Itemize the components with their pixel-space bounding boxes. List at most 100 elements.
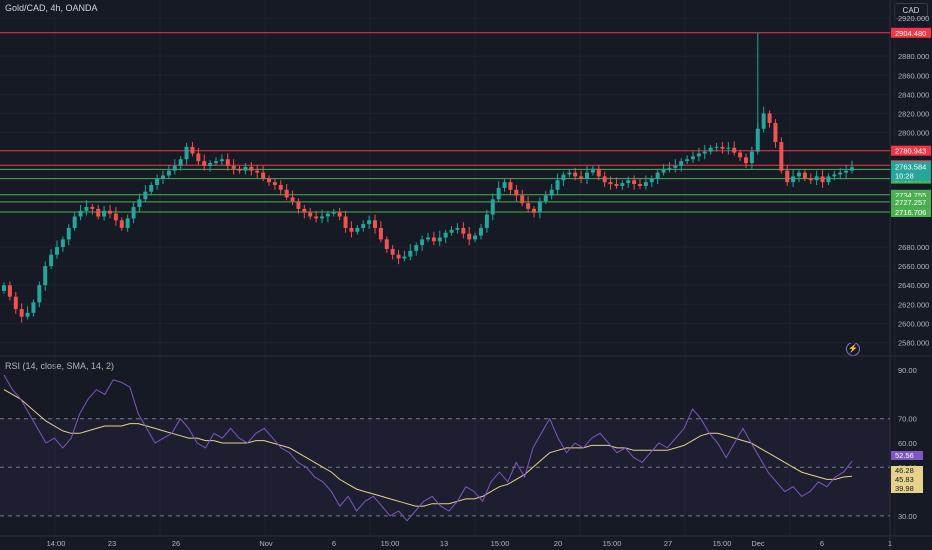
candle-body — [720, 146, 725, 149]
candle-body — [308, 212, 313, 217]
candle-body — [72, 216, 77, 228]
candle-body — [744, 157, 748, 164]
candle-body — [66, 227, 71, 240]
candle-body — [479, 227, 483, 236]
rsi-indicator-title[interactable]: RSI (14, close, SMA, 14, 2) — [5, 361, 115, 371]
candle-body — [325, 213, 330, 217]
candle — [278, 180, 283, 196]
candle — [696, 147, 701, 162]
candle — [708, 144, 713, 155]
candle-body — [231, 165, 236, 169]
candle-body — [7, 285, 12, 297]
candle — [113, 206, 118, 227]
candle-body — [738, 152, 743, 158]
candle-body — [337, 212, 342, 217]
candle — [37, 281, 42, 308]
rsi-tag-bg — [891, 466, 923, 475]
candle — [579, 170, 584, 184]
candle-body — [178, 159, 183, 166]
candle-body — [414, 245, 419, 251]
candle-body — [349, 227, 354, 232]
candle-body — [749, 151, 754, 164]
candle — [125, 214, 130, 232]
candle — [19, 303, 24, 323]
candle — [396, 249, 401, 265]
candle — [290, 190, 295, 206]
candle — [596, 164, 601, 181]
candle-body — [208, 163, 213, 166]
candle — [237, 165, 242, 174]
candle — [467, 226, 472, 246]
candle — [761, 106, 766, 133]
countdown-label: 10:28 — [895, 171, 914, 180]
candle — [208, 160, 213, 172]
candle-body — [196, 153, 201, 162]
candle — [420, 235, 425, 251]
candle-body — [49, 254, 54, 267]
candle — [785, 164, 790, 186]
candle — [526, 196, 531, 213]
candle-body — [573, 172, 578, 177]
price-tick-label: 2600.000 — [898, 319, 929, 328]
candle-body — [420, 239, 425, 246]
candle-body — [320, 216, 324, 219]
candle-body — [396, 254, 401, 259]
level-tag-label: 2904.480 — [895, 29, 926, 38]
candle-body — [797, 172, 801, 177]
candle-body — [384, 239, 389, 249]
candle-body — [532, 208, 536, 213]
candle — [567, 168, 572, 178]
candle-body — [643, 182, 648, 186]
candle-body — [844, 170, 849, 173]
candle — [284, 184, 289, 201]
candle-body — [78, 210, 83, 217]
candle-body — [726, 147, 731, 149]
candle-body — [732, 147, 737, 153]
candle — [455, 223, 460, 234]
candle-body — [314, 216, 319, 219]
candle-body — [620, 183, 625, 186]
candle-body — [820, 176, 825, 183]
time-tick-label: 13 — [440, 539, 448, 548]
rsi-tag-label: 39.98 — [895, 484, 914, 493]
candle-body — [290, 197, 295, 202]
candle-body — [791, 176, 796, 183]
candle-body — [137, 199, 142, 207]
candle — [384, 236, 389, 253]
candle-body — [537, 201, 542, 213]
candle-body — [702, 151, 707, 154]
candle-body — [785, 170, 790, 183]
candle — [49, 248, 54, 269]
candle — [272, 178, 277, 190]
candle — [561, 171, 566, 186]
candle-body — [696, 153, 701, 157]
candle-body — [255, 170, 260, 173]
candle-body — [602, 176, 607, 183]
candle-body — [543, 195, 548, 202]
candle-body — [343, 216, 348, 228]
candle-body — [673, 165, 678, 168]
candle-body — [484, 214, 489, 228]
candle — [649, 175, 654, 187]
candle-body — [108, 210, 112, 214]
candle-body — [714, 146, 719, 148]
candle-body — [96, 208, 101, 217]
rsi-value-tag: 39.98 — [891, 484, 923, 493]
candle — [490, 193, 495, 221]
candle-body — [31, 302, 36, 313]
candle-body — [113, 213, 118, 221]
candle-body — [37, 285, 42, 303]
candle — [661, 164, 666, 176]
candle-body — [838, 172, 843, 175]
candle-body — [826, 176, 831, 183]
candle — [537, 197, 542, 219]
rsi-value-tag: 45.83 — [891, 475, 923, 484]
candle — [585, 165, 589, 185]
candle-body — [214, 161, 218, 164]
grid — [0, 0, 896, 536]
candle-body — [661, 168, 666, 173]
candle — [190, 142, 195, 157]
candle-body — [467, 233, 472, 240]
candle — [149, 182, 154, 196]
